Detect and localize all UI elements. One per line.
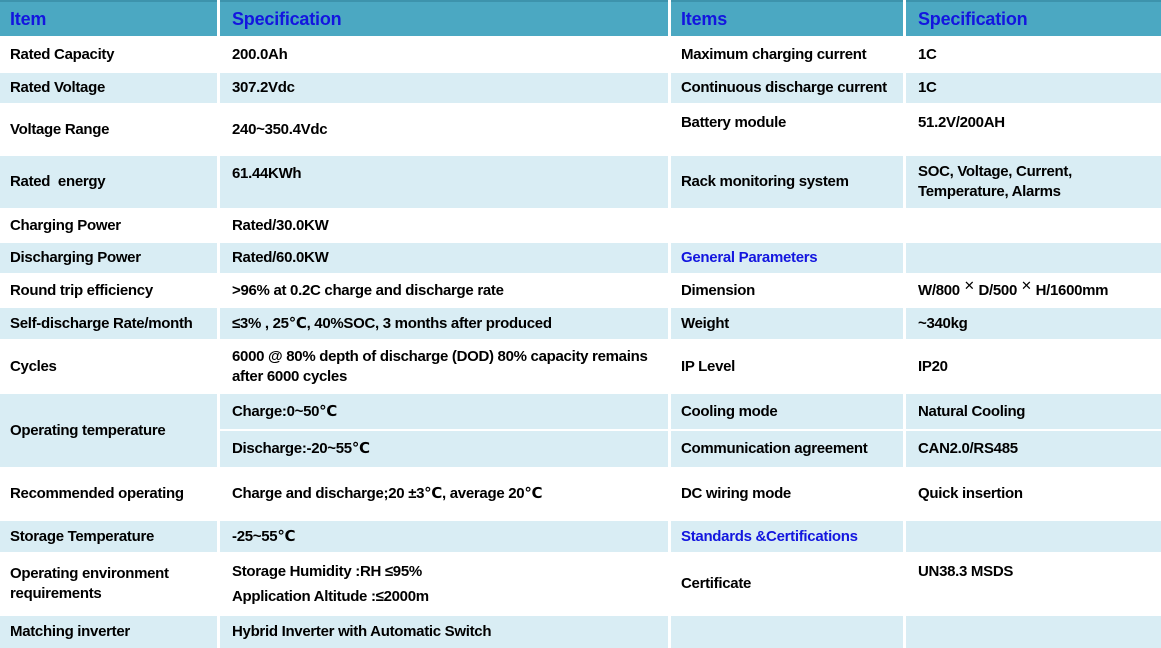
column-header-spec-left: Specification <box>220 0 668 36</box>
item-cell: Cycles <box>10 357 57 375</box>
spec-cell: -25~55℃ <box>220 521 668 552</box>
spec-cell: 307.2Vdc <box>220 73 668 103</box>
item-cell: Rated Capacity <box>10 45 115 63</box>
item-cell: Rated Voltage <box>0 73 217 103</box>
dimension-value: W/800 ✕ D/500 ✕ H/1600mm <box>918 278 1109 301</box>
spec-cell: CAN2.0/RS485 <box>906 431 1161 467</box>
spec-cell: 61.44KWh <box>220 156 668 208</box>
item-cell: Dimension <box>681 281 755 299</box>
spec-cell: >96% at 0.2C charge and discharge rate <box>232 281 504 299</box>
spec-cell-dimension: W/800 ✕ D/500 ✕ H/1600mm <box>906 275 1161 306</box>
spec-cell: Rated/60.0KW <box>220 243 668 273</box>
spec-cell-environment: Storage Humidity :RH ≤95% Application Al… <box>220 554 668 614</box>
spec-cell: SOC, Voltage, Current, Temperature, Alar… <box>906 156 1161 208</box>
item-cell: Discharging Power <box>0 243 217 273</box>
multiply-icon: ✕ <box>1020 277 1032 293</box>
item-cell: Charging Power <box>10 216 121 234</box>
item-cell: Rated energy <box>0 156 217 208</box>
spec-cell: 200.0Ah <box>232 45 288 63</box>
item-cell: Storage Temperature <box>0 521 217 552</box>
item-cell: Certificate <box>681 575 752 592</box>
item-cell: Round trip efficiency <box>10 281 153 299</box>
spec-cell: 1C <box>918 45 937 63</box>
spec-cell: 1C <box>906 73 1161 103</box>
spec-cell-charge-temp: Charge:0~50℃ <box>220 394 668 429</box>
spec-cell: 6000 @ 80% depth of discharge (DOD) 80% … <box>232 347 652 385</box>
item-cell: Matching inverter <box>0 616 217 648</box>
item-cell: IP Level <box>681 357 736 375</box>
dimension-width: W/800 <box>918 281 960 299</box>
item-cell: DC wiring mode <box>681 485 791 502</box>
empty-cell <box>906 616 1161 648</box>
item-cell: Battery module <box>681 114 786 131</box>
spec-cell: 240~350.4Vdc <box>232 120 328 138</box>
item-cell: Rack monitoring system <box>671 156 903 208</box>
item-cell: Communication agreement <box>671 431 903 467</box>
item-cell: Recommended operating <box>10 485 184 502</box>
item-cell: Maximum charging current <box>681 45 867 63</box>
item-cell: Cooling mode <box>671 394 903 429</box>
spec-cell: ≤3% , 25℃, 40%SOC, 3 months after produc… <box>220 308 668 339</box>
item-cell-operating-temperature: Operating temperature <box>0 394 217 467</box>
item-cell: Self-discharge Rate/month <box>0 308 217 339</box>
multiply-icon: ✕ <box>963 277 975 293</box>
section-header-standards-certifications: Standards &Certifications <box>671 521 903 552</box>
column-header-spec-right: Specification <box>906 0 1161 36</box>
empty-cell <box>906 243 1161 273</box>
item-cell: Weight <box>671 308 903 339</box>
spec-cell: Quick insertion <box>918 485 1023 502</box>
spec-cell: IP20 <box>918 357 948 375</box>
spec-cell: Natural Cooling <box>906 394 1161 429</box>
spec-cell: Rated/30.0KW <box>232 216 329 234</box>
spec-cell-discharge-temp: Discharge:-20~55℃ <box>220 431 668 467</box>
column-header-item-right: Items <box>671 0 903 36</box>
storage-humidity-line: Storage Humidity :RH ≤95% <box>232 562 422 580</box>
spec-cell: Charge and discharge;20 ±3℃, average 20℃ <box>232 485 543 502</box>
dimension-height: H/1600mm <box>1035 281 1109 299</box>
item-cell: Operating environment requirements <box>10 565 173 602</box>
spec-cell: ~340kg <box>906 308 1161 339</box>
empty-cell <box>671 616 903 648</box>
dimension-depth: D/500 <box>978 281 1017 299</box>
spec-cell: Hybrid Inverter with Automatic Switch <box>220 616 668 648</box>
spec-cell: UN38.3 MSDS <box>918 563 1014 580</box>
column-header-item-left: Item <box>0 0 217 36</box>
section-header-general-parameters: General Parameters <box>671 243 903 273</box>
item-cell: Continuous discharge current <box>671 73 903 103</box>
spec-cell: 51.2V/200AH <box>918 114 1005 131</box>
item-cell: Voltage Range <box>10 120 110 138</box>
empty-cell <box>906 521 1161 552</box>
application-altitude-line: Application Altitude :≤2000m <box>232 587 429 605</box>
